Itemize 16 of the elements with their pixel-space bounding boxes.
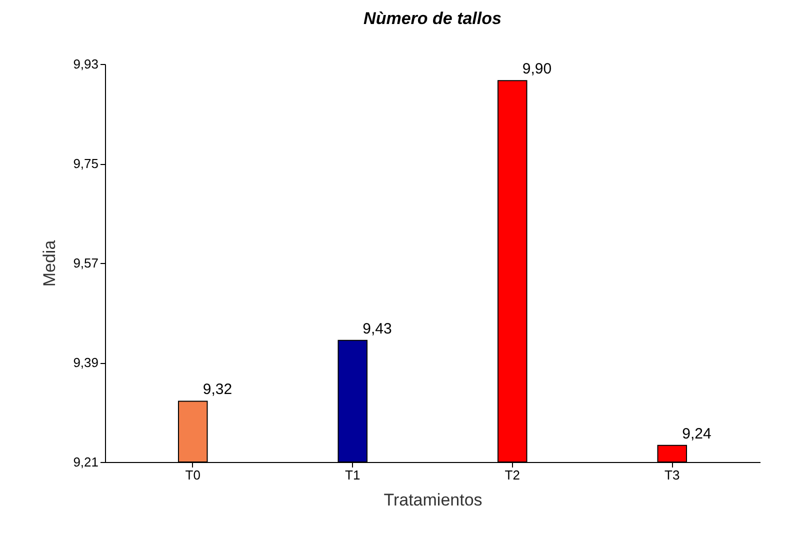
data-label: 9,24 bbox=[682, 425, 712, 442]
y-tick-label: 9,75 bbox=[73, 156, 98, 171]
chart-title: Nùmero de tallos bbox=[364, 9, 502, 28]
data-label: 9,43 bbox=[362, 320, 392, 338]
y-tick-label: 9,39 bbox=[73, 355, 98, 370]
x-tick-label: T3 bbox=[664, 468, 680, 482]
y-tick-label: 9,21 bbox=[73, 454, 98, 470]
x-axis-title: Tratamientos bbox=[384, 490, 482, 510]
x-tick-label: T0 bbox=[185, 468, 200, 482]
x-tick-label: T1 bbox=[345, 468, 360, 482]
x-tick-label: T2 bbox=[504, 468, 520, 482]
data-label: 9,90 bbox=[522, 60, 552, 78]
y-axis-title: Media bbox=[40, 240, 60, 287]
data-label: 9,32 bbox=[202, 381, 232, 398]
y-tick-label: 9,93 bbox=[73, 56, 98, 72]
y-tick-label: 9,57 bbox=[73, 256, 98, 270]
